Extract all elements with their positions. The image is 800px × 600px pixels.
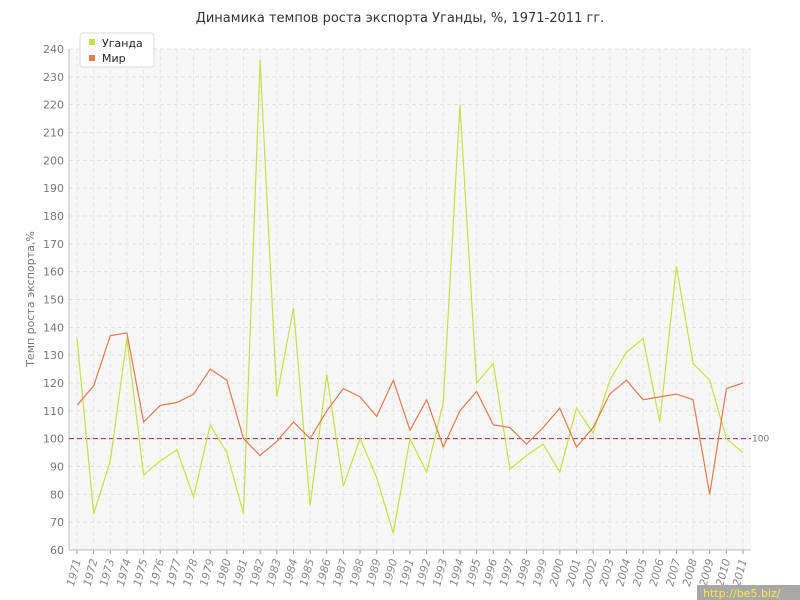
x-tick-labels: 1971197219731974197519761977197819791980… [64, 557, 750, 587]
y-tick-label: 160 [43, 266, 64, 279]
y-tick-label: 180 [43, 210, 64, 223]
y-tick-label: 90 [50, 461, 64, 474]
reference-line-label: 100 [752, 435, 769, 445]
y-tick-label: 200 [43, 154, 64, 167]
y-tick-label: 170 [43, 238, 64, 251]
y-tick-label: 220 [43, 99, 64, 112]
legend-label-world: Мир [102, 52, 126, 65]
watermark-link[interactable]: http://be5.biz/ [703, 587, 781, 600]
chart-title: Динамика темпов роста экспорта Уганды, %… [196, 11, 605, 26]
y-tick-label: 150 [43, 294, 64, 307]
y-tick-label: 60 [50, 544, 64, 557]
series-line-uganda [76, 60, 744, 534]
axes [68, 49, 751, 554]
series-line-world [76, 332, 744, 495]
plot-area [69, 49, 751, 550]
y-tick-label: 120 [43, 377, 64, 390]
y-tick-label: 70 [50, 516, 64, 529]
legend-box [79, 32, 155, 68]
y-tick-label: 140 [43, 321, 64, 334]
y-tick-label: 100 [43, 433, 64, 446]
y-tick-label: 130 [43, 349, 64, 362]
y-tick-label: 190 [43, 182, 64, 195]
y-axis-label: Темп роста экспорта,% [24, 231, 37, 368]
y-tick-label: 110 [43, 405, 64, 418]
x-tick-label: 2011 [730, 557, 750, 587]
legend-swatch-uganda [89, 39, 95, 45]
y-tick-label: 210 [43, 127, 64, 140]
watermark-background [697, 585, 800, 600]
legend-swatch-world [89, 55, 95, 61]
y-tick-labels: 60 70 80 90 100 110 120 130 140 150 160 170 180 190 20… [43, 43, 64, 557]
series-group [76, 60, 744, 534]
legend-label-uganda: Уганда [102, 37, 143, 50]
legend: Уганда Мир [79, 32, 155, 68]
y-tick-label: 240 [43, 43, 64, 56]
y-tick-label: 80 [50, 488, 64, 501]
y-tick-label: 230 [43, 71, 64, 84]
